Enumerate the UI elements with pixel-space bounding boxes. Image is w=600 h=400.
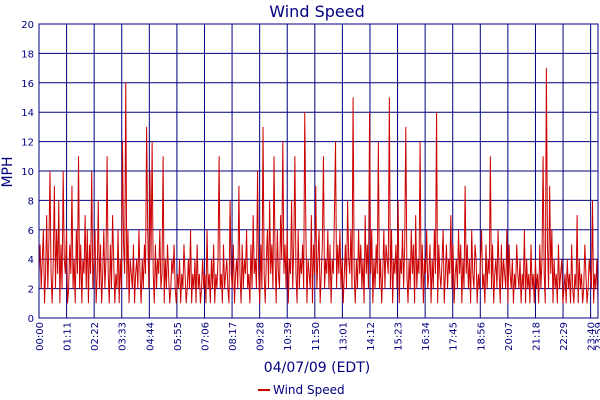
x-tick-label: 05:55 (173, 322, 184, 351)
y-tick-label: 2 (28, 285, 34, 296)
x-tick-label: 22:29 (559, 322, 570, 351)
y-tick-label: 8 (28, 196, 34, 207)
y-tick-label: 16 (21, 79, 34, 90)
plot-frame (38, 23, 599, 319)
y-tick-label: 18 (21, 49, 34, 60)
x-tick-label: 01:11 (63, 322, 74, 351)
x-tick-label: 17:45 (449, 322, 460, 351)
x-tick-label: 08:17 (228, 322, 239, 351)
plot-border (38, 23, 599, 319)
x-tick-label: 11:50 (311, 322, 322, 351)
x-tick-label: 15:23 (394, 322, 405, 351)
x-tick-label: 09:28 (256, 322, 267, 351)
x-tick-label: 04:44 (145, 322, 156, 351)
series-line-wind-speed (38, 68, 599, 304)
x-tick-label: 03:33 (118, 322, 129, 351)
y-tick-label: 4 (28, 255, 34, 266)
x-tick-label: 16:34 (421, 322, 432, 351)
chart-title: Wind Speed (269, 2, 364, 21)
y-tick-label: 0 (28, 314, 34, 325)
series-wind-speed (38, 68, 599, 304)
x-tick-labels: 00:00 01:11 02:22 03:33 04:44 05:55 07:06 08:17… (35, 322, 600, 351)
x-tick-label: 13:01 (338, 322, 349, 351)
x-tick-label: 07:06 (200, 322, 211, 351)
y-tick-label: 10 (21, 167, 34, 178)
x-tick-label: 02:22 (90, 322, 101, 351)
y-tick-label: 20 (21, 20, 34, 31)
x-tick-label: 20:07 (504, 322, 515, 351)
x-tick-label: 23:59 (594, 322, 600, 351)
y-tick-label: 14 (21, 108, 34, 119)
x-tick-label: 14:12 (366, 322, 377, 351)
y-tick-labels: 0 2 4 6 8 10 12 14 16 18 20 (21, 20, 34, 325)
x-axis-label: 04/07/09 (EDT) (264, 360, 370, 376)
y-axis-label: MPH (0, 156, 16, 187)
x-tick-label: 10:39 (283, 322, 294, 351)
x-tick-label: 18:56 (476, 322, 487, 351)
legend-label-wind-speed: Wind Speed (273, 383, 345, 397)
x-tick-label: 00:00 (35, 322, 46, 351)
legend: Wind Speed (258, 383, 345, 397)
y-tick-label: 6 (28, 226, 34, 237)
y-tick-label: 12 (21, 138, 34, 149)
x-tick-label: 23:40 (587, 322, 598, 351)
x-tick-label: 21:18 (531, 322, 542, 351)
